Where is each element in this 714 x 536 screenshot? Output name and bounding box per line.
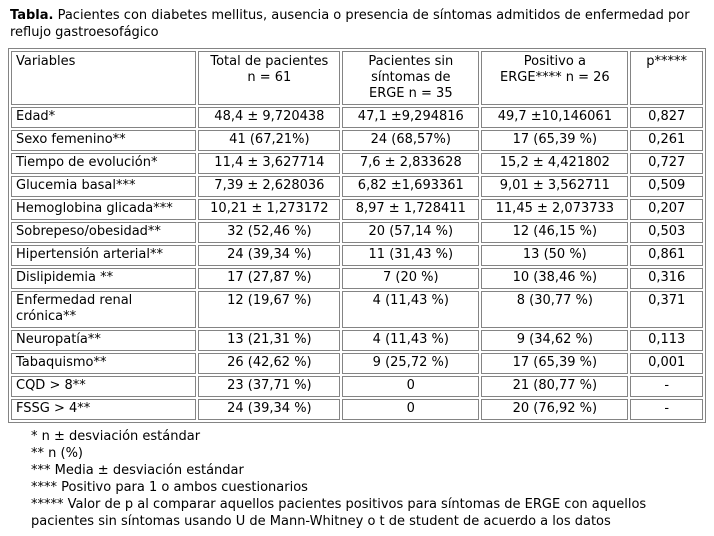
variable-cell: Tiempo de evolución*	[11, 153, 197, 174]
column-header-4: p*****	[630, 51, 703, 105]
footnote: * n ± desviación estándar	[31, 429, 201, 444]
variable-cell: Dislipidemia **	[11, 268, 197, 289]
footnote: **** Positivo para 1 o ambos cuestionari…	[31, 480, 308, 495]
value-cell: 20 (57,14 %)	[342, 222, 480, 243]
value-cell: 0,371	[630, 291, 703, 328]
value-cell: 47,1 ±9,294816	[342, 107, 480, 128]
value-cell: 24 (68,57%)	[342, 130, 480, 151]
value-cell: 24 (39,34 %)	[198, 399, 341, 420]
footnote: *** Media ± desviación estándar	[31, 463, 244, 478]
value-cell: 11 (31,43 %)	[342, 245, 480, 266]
value-cell: 12 (19,67 %)	[198, 291, 341, 328]
variable-cell: Sexo femenino**	[11, 130, 197, 151]
value-cell: 7,6 ± 2,833628	[342, 153, 480, 174]
column-header-3: Positivo a ERGE**** n = 26	[481, 51, 629, 105]
table-row: CQD > 8** 23 (37,71 %) 0 21 (80,77 %) -	[11, 376, 703, 397]
value-cell: 23 (37,71 %)	[198, 376, 341, 397]
value-cell: 10,21 ± 1,273172	[198, 199, 341, 220]
table-row: Sexo femenino** 41 (67,21%) 24 (68,57%) 17 …	[11, 130, 703, 151]
value-cell: 4 (11,43 %)	[342, 291, 480, 328]
variable-cell: FSSG > 4**	[11, 399, 197, 420]
table-row: Neuropatía** 13 (21,31 %) 4 (11,43 %) 9 (34…	[11, 330, 703, 351]
value-cell: 9,01 ± 3,562711	[481, 176, 629, 197]
header-row: Variables Total de pacientes n = 61 Pacien…	[11, 51, 703, 105]
value-cell: 49,7 ±10,146061	[481, 107, 629, 128]
value-cell: 0,316	[630, 268, 703, 289]
value-cell: 24 (39,34 %)	[198, 245, 341, 266]
value-cell: 0	[342, 376, 480, 397]
footnote: ** n (%)	[31, 446, 83, 461]
value-cell: 0,261	[630, 130, 703, 151]
value-cell: 0,861	[630, 245, 703, 266]
variable-cell: Sobrepeso/obesidad**	[11, 222, 197, 243]
variable-cell: Neuropatía**	[11, 330, 197, 351]
value-cell: 8 (30,77 %)	[481, 291, 629, 328]
value-cell: 0,509	[630, 176, 703, 197]
value-cell: 0,503	[630, 222, 703, 243]
value-cell: 0,001	[630, 353, 703, 374]
value-cell: 9 (34,62 %)	[481, 330, 629, 351]
value-cell: 11,4 ± 3,627714	[198, 153, 341, 174]
value-cell: 26 (42,62 %)	[198, 353, 341, 374]
value-cell: 17 (27,87 %)	[198, 268, 341, 289]
table-row: Hemoglobina glicada*** 10,21 ± 1,273172 8,…	[11, 199, 703, 220]
value-cell: 21 (80,77 %)	[481, 376, 629, 397]
value-cell: 7 (20 %)	[342, 268, 480, 289]
value-cell: 8,97 ± 1,728411	[342, 199, 480, 220]
table-row: Hipertensión arterial** 24 (39,34 %) 11 (3…	[11, 245, 703, 266]
value-cell: 13 (50 %)	[481, 245, 629, 266]
table-row: Edad* 48,4 ± 9,720438 47,1 ±9,294816 49,7 ±…	[11, 107, 703, 128]
footnotes: * n ± desviación estándar ** n (%) *** Med…	[31, 428, 686, 530]
table-caption-label: Tabla.	[10, 8, 54, 23]
variable-cell: Hipertensión arterial**	[11, 245, 197, 266]
value-cell: 0,727	[630, 153, 703, 174]
value-cell: 0,827	[630, 107, 703, 128]
value-cell: 17 (65,39 %)	[481, 130, 629, 151]
value-cell: 7,39 ± 2,628036	[198, 176, 341, 197]
variable-cell: CQD > 8**	[11, 376, 197, 397]
table-row: FSSG > 4** 24 (39,34 %) 0 20 (76,92 %) -	[11, 399, 703, 420]
variable-cell: Glucemia basal***	[11, 176, 197, 197]
value-cell: 11,45 ± 2,073733	[481, 199, 629, 220]
table-caption: Tabla. Pacientes con diabetes mellitus, …	[10, 7, 706, 41]
value-cell: 12 (46,15 %)	[481, 222, 629, 243]
table-row: Tiempo de evolución* 11,4 ± 3,627714 7,6 ±…	[11, 153, 703, 174]
variable-cell: Edad*	[11, 107, 197, 128]
value-cell: 4 (11,43 %)	[342, 330, 480, 351]
column-header-0: Variables	[11, 51, 197, 105]
column-header-1: Total de pacientes n = 61	[198, 51, 341, 105]
value-cell: 6,82 ±1,693361	[342, 176, 480, 197]
value-cell: 17 (65,39 %)	[481, 353, 629, 374]
value-cell: 20 (76,92 %)	[481, 399, 629, 420]
table-row: Sobrepeso/obesidad** 32 (52,46 %) 20 (57,1…	[11, 222, 703, 243]
value-cell: 41 (67,21%)	[198, 130, 341, 151]
value-cell: 0,207	[630, 199, 703, 220]
value-cell: 32 (52,46 %)	[198, 222, 341, 243]
patients-table: Variables Total de pacientes n = 61 Pacien…	[8, 48, 706, 423]
variable-cell: Tabaquismo**	[11, 353, 197, 374]
value-cell: 0,113	[630, 330, 703, 351]
table-row: Dislipidemia ** 17 (27,87 %) 7 (20 %) 10 (3…	[11, 268, 703, 289]
value-cell: 15,2 ± 4,421802	[481, 153, 629, 174]
footnote: ***** Valor de p al comparar aquellos pa…	[31, 497, 647, 529]
table-row: Tabaquismo** 26 (42,62 %) 9 (25,72 %) 17 (6…	[11, 353, 703, 374]
value-cell: 0	[342, 399, 480, 420]
value-cell: 13 (21,31 %)	[198, 330, 341, 351]
value-cell: 48,4 ± 9,720438	[198, 107, 341, 128]
variable-cell: Enfermedad renal crónica**	[11, 291, 197, 328]
value-cell: -	[630, 399, 703, 420]
value-cell: 10 (38,46 %)	[481, 268, 629, 289]
table-row: Glucemia basal*** 7,39 ± 2,628036 6,82 ±1,…	[11, 176, 703, 197]
value-cell: -	[630, 376, 703, 397]
value-cell: 9 (25,72 %)	[342, 353, 480, 374]
table-row: Enfermedad renal crónica** 12 (19,67 %) 4 …	[11, 291, 703, 328]
variable-cell: Hemoglobina glicada***	[11, 199, 197, 220]
column-header-2: Pacientes sin síntomas de ERGE n = 35	[342, 51, 480, 105]
table-caption-text: Pacientes con diabetes mellitus, ausenci…	[10, 8, 690, 40]
